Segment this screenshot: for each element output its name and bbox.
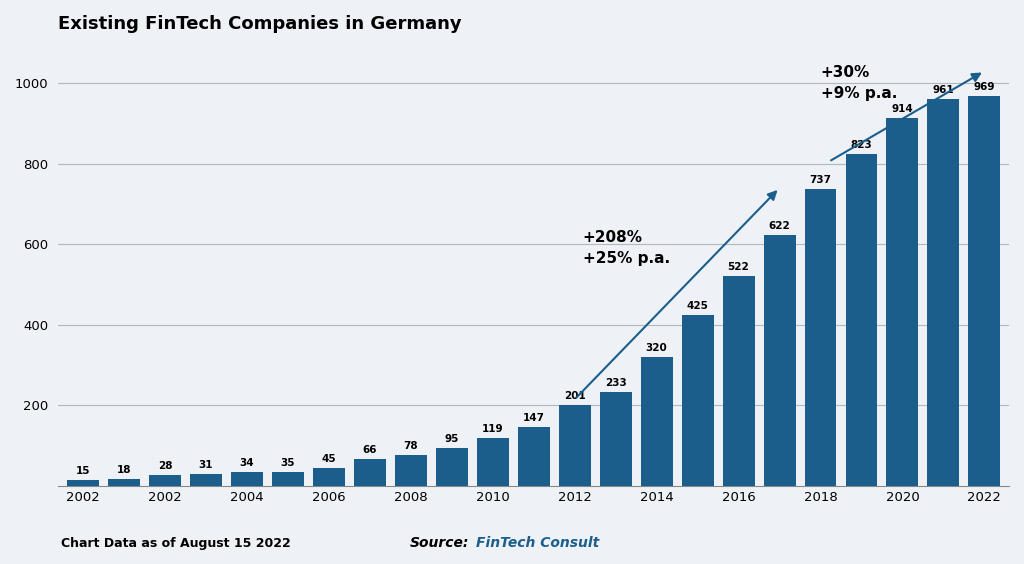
Bar	[189, 474, 222, 486]
Text: Chart Data as of August 15 2022: Chart Data as of August 15 2022	[61, 537, 291, 550]
Text: 15: 15	[76, 466, 90, 476]
Text: 961: 961	[933, 85, 954, 95]
Text: Existing FinTech Companies in Germany: Existing FinTech Companies in Germany	[58, 15, 462, 33]
Bar	[805, 189, 837, 486]
Text: 425: 425	[687, 301, 709, 311]
Bar	[230, 472, 263, 486]
Text: 201: 201	[564, 391, 586, 401]
Bar	[436, 448, 468, 486]
Bar	[887, 118, 919, 486]
Text: 737: 737	[810, 175, 831, 185]
Bar	[723, 276, 755, 486]
Text: 119: 119	[482, 424, 504, 434]
Text: 35: 35	[281, 458, 295, 468]
Text: 45: 45	[322, 454, 336, 464]
Bar	[846, 155, 878, 486]
Bar	[477, 438, 509, 486]
Bar	[395, 455, 427, 486]
Text: 28: 28	[158, 461, 172, 471]
Bar	[312, 468, 345, 486]
Text: Source:: Source:	[410, 536, 469, 550]
Bar	[148, 475, 181, 486]
Bar	[67, 480, 99, 486]
Bar	[682, 315, 714, 486]
Text: 969: 969	[974, 82, 995, 91]
Bar	[969, 96, 1000, 486]
Text: 66: 66	[362, 446, 377, 455]
Text: 34: 34	[240, 459, 254, 468]
Text: +30%
+9% p.a.: +30% +9% p.a.	[820, 65, 897, 101]
Text: 31: 31	[199, 460, 213, 469]
Text: 522: 522	[728, 262, 750, 272]
Text: 95: 95	[444, 434, 459, 444]
Bar	[518, 427, 550, 486]
Text: FinTech Consult: FinTech Consult	[476, 536, 599, 550]
Text: 320: 320	[646, 343, 668, 353]
Text: 233: 233	[605, 378, 627, 388]
Text: 18: 18	[117, 465, 131, 475]
Text: 823: 823	[851, 140, 872, 151]
Text: 622: 622	[769, 222, 791, 231]
Text: +208%
+25% p.a.: +208% +25% p.a.	[583, 230, 670, 266]
Bar	[559, 405, 591, 486]
Bar	[928, 99, 959, 486]
Bar	[353, 460, 386, 486]
Bar	[271, 472, 304, 486]
Bar	[108, 479, 140, 486]
Text: 914: 914	[892, 104, 913, 114]
Bar	[764, 235, 796, 486]
Bar	[600, 392, 632, 486]
Text: 147: 147	[522, 413, 545, 423]
Bar	[641, 357, 673, 486]
Text: 78: 78	[403, 440, 418, 451]
